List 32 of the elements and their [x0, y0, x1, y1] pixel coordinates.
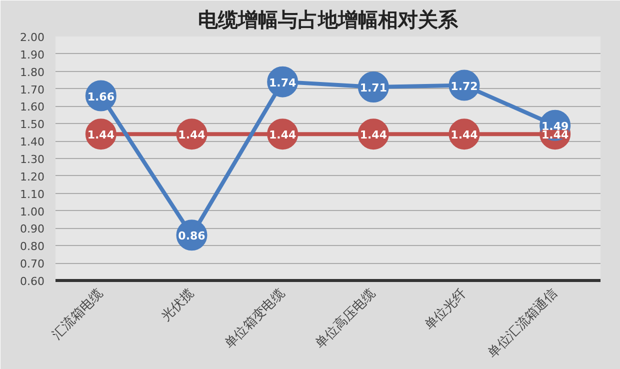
data-label: 0.86: [178, 230, 206, 243]
data-label: 1.44: [450, 128, 478, 142]
data-label: 1.74: [269, 76, 296, 90]
x-tick-label: 单位高压电缆: [312, 285, 379, 352]
y-tick-label: 0.70: [20, 258, 45, 271]
data-label: 1.44: [178, 128, 206, 142]
y-tick-label: 0.60: [20, 275, 45, 288]
y-tick-label: 1.30: [20, 153, 45, 166]
x-tick-label: 光伏揽: [158, 286, 198, 324]
data-label: 1.66: [87, 90, 115, 104]
y-tick-label: 1.10: [20, 188, 45, 201]
x-tick-label: 单位光纤: [422, 286, 470, 334]
x-tick-label: 汇流箱电缆: [48, 285, 106, 343]
y-tick-label: 2.00: [20, 31, 45, 44]
y-tick-label: 1.80: [20, 66, 45, 79]
y-tick-label: 1.50: [20, 118, 45, 132]
x-tick-label: 单位汇流箱通信: [484, 285, 560, 362]
y-tick-label: 1.00: [20, 205, 45, 218]
y-tick-label: 0.80: [20, 240, 45, 254]
x-tick-label: 单位箱变电缆: [222, 286, 288, 352]
data-label: 1.44: [87, 128, 115, 142]
y-tick-label: 1.90: [20, 48, 45, 62]
data-label: 1.71: [360, 82, 387, 95]
y-tick-label: 1.70: [20, 83, 45, 96]
data-label: 1.44: [360, 128, 388, 142]
y-tick-label: 1.60: [20, 100, 45, 114]
chart-title: 电缆增幅与占地增幅相对关系: [198, 8, 459, 32]
y-tick-label: 0.90: [20, 222, 45, 236]
data-label: 1.72: [450, 80, 478, 93]
data-label: 1.44: [269, 128, 296, 142]
y-tick-label: 1.40: [20, 136, 45, 149]
y-tick-label: 1.20: [20, 170, 45, 184]
